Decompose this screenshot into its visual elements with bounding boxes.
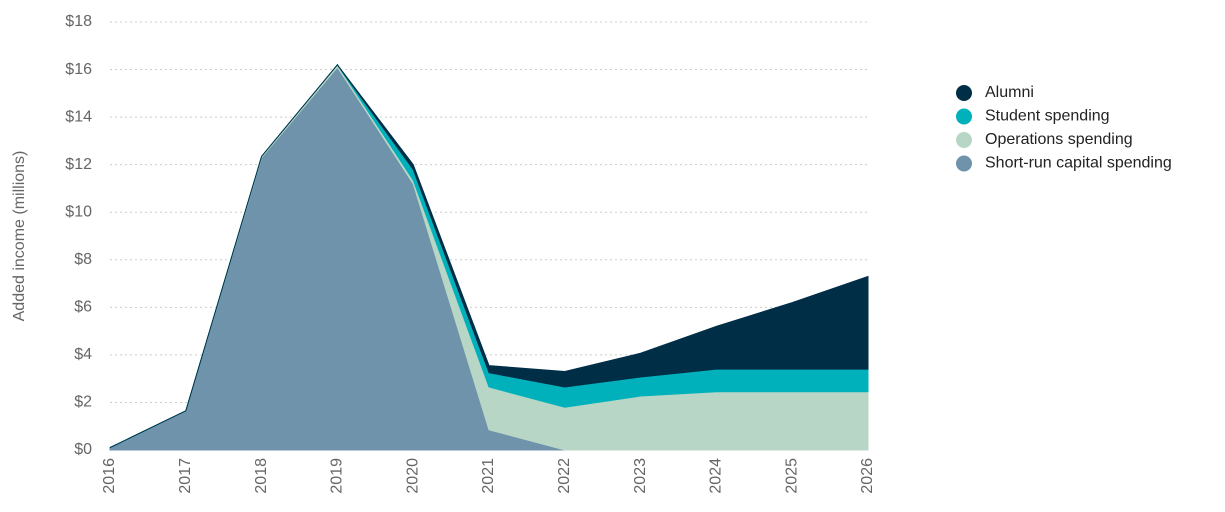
y-tick-label: $14 [65,108,92,125]
x-tick-label: 2016 [101,458,118,494]
x-tick-label: 2018 [253,458,270,494]
y-tick-label: $16 [65,61,92,78]
legend-swatch [956,132,972,148]
y-tick-label: $8 [74,251,92,268]
y-tick-label: $4 [74,346,92,363]
legend-swatch [956,85,972,101]
y-tick-label: $0 [74,441,92,458]
x-tick-label: 2024 [708,458,725,494]
legend: Alumni Student spending Operations spendin… [956,84,1172,172]
y-tick-label: $10 [65,203,92,220]
x-tick-label: 2017 [177,458,194,494]
x-tick-label: 2023 [632,458,649,494]
y-tick-label: $6 [74,299,92,316]
y-tick-label: $12 [65,156,92,173]
area [109,63,869,449]
y-tick-label: $2 [74,394,92,411]
legend-swatch [956,108,972,125]
x-tick-label: 2019 [329,458,346,494]
y-tick-label: $18 [65,13,92,30]
x-tick-label: 2020 [404,458,421,494]
x-tick-label: 2026 [859,458,876,494]
x-tick-label: 2025 [783,458,800,494]
legend-label: Student spending [985,108,1110,125]
x-tick-label: 2021 [480,458,497,494]
legend-label: Operations spending [985,131,1133,148]
x-tick-label: 2022 [556,458,573,494]
legend-label: Alumni [985,84,1034,101]
legend-label: Short-run capital spending [985,155,1172,172]
legend-swatch [956,155,972,172]
y-axis-label: Added income (millions) [11,151,28,322]
